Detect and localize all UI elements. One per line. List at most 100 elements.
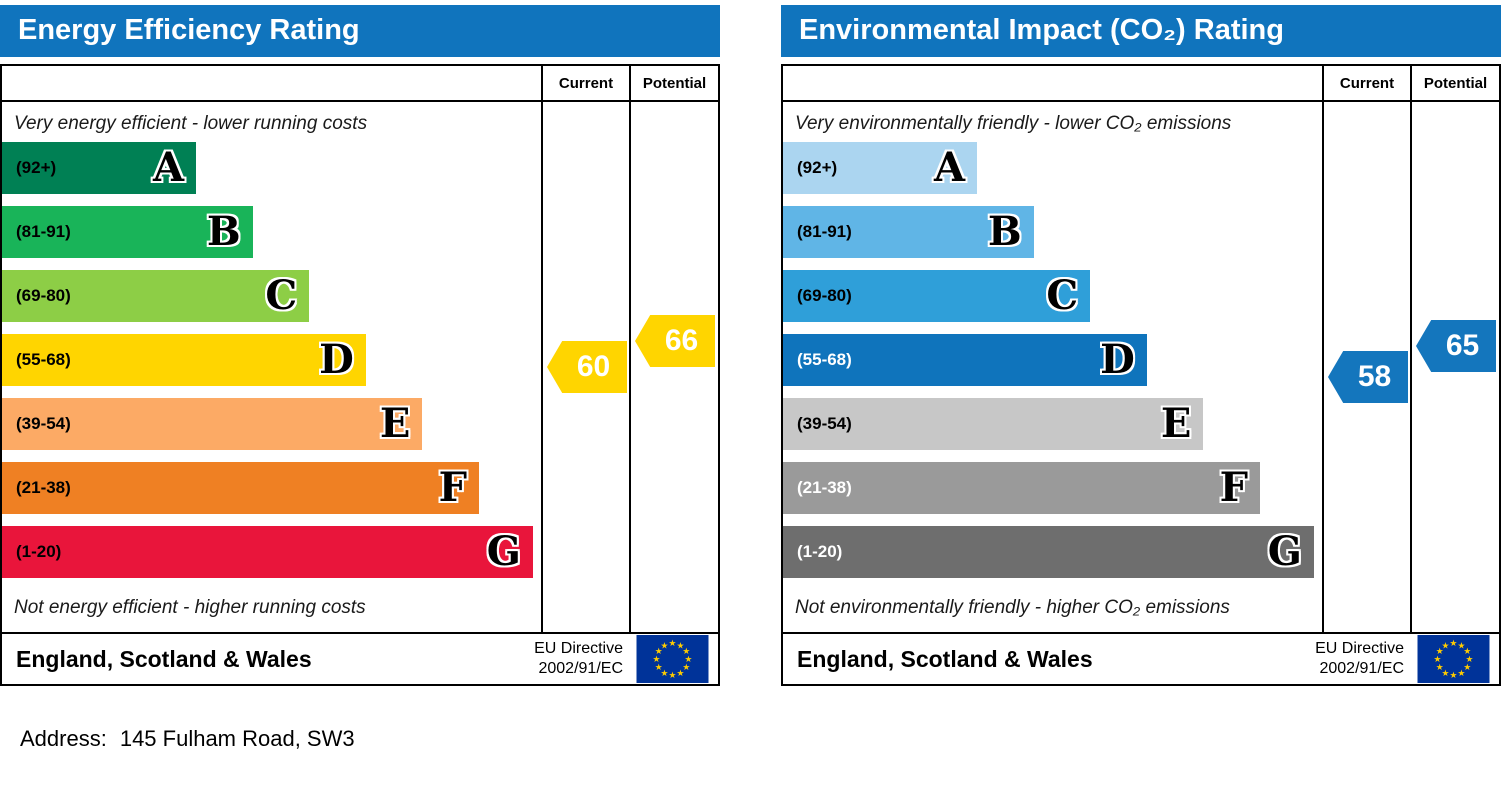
potential-column: 66 [629,102,718,632]
chart-footer: England, Scotland & Wales EU Directive 2… [783,632,1499,684]
band-letter: B [987,208,1022,255]
svg-text:★: ★ [682,647,690,657]
energy-efficiency-title: Energy Efficiency Rating [0,5,720,57]
svg-text:★: ★ [1463,663,1471,673]
current-column: 60 [541,102,629,632]
rating-band-f: (21-38) F [2,462,479,514]
band-range-label: (21-38) [16,478,71,497]
svg-text:★: ★ [655,663,663,673]
current-score-arrow: 58 [1328,351,1408,403]
svg-text:★: ★ [1466,655,1474,665]
rating-band-c: (69-80) C [2,270,310,322]
rating-panels: Energy Efficiency Rating Current Potenti… [0,5,1501,686]
svg-text:★: ★ [669,639,677,649]
potential-score-value: 65 [1445,329,1480,362]
address-label: Address: [20,726,107,751]
column-header-potential: Potential [629,66,718,102]
current-score-value: 60 [576,350,611,383]
column-header-spacer [2,66,541,102]
eu-directive-label: EU Directive 2002/91/EC [534,639,623,679]
svg-text:★: ★ [1434,655,1442,665]
potential-column: 65 [1410,102,1499,632]
svg-text:★: ★ [655,647,663,657]
address-value: 145 Fulham Road, SW3 [119,726,355,751]
svg-text:★: ★ [677,641,685,651]
column-header-current: Current [541,66,629,102]
svg-text:★: ★ [653,655,661,665]
band-letter: E [379,400,411,447]
top-note: Very environmentally friendly - lower CO… [795,113,1232,134]
band-letter: F [438,464,467,511]
band-letter: F [1219,464,1248,511]
environmental-impact-panel: Environmental Impact (CO₂) Rating Curren… [781,5,1501,686]
svg-text:★: ★ [1436,647,1444,657]
environmental-impact-chart: Current Potential Very environmentally f… [781,64,1501,686]
band-letter: E [1160,400,1192,447]
band-range-label: (1-20) [16,542,62,561]
energy-efficiency-chart: Current Potential Very energy efficient … [0,64,720,686]
band-letter: A [152,144,185,191]
column-header-current: Current [1322,66,1410,102]
rating-band-g: (1-20) G [2,526,533,578]
potential-score-arrow: 66 [635,315,715,367]
current-score-arrow: 60 [547,341,627,393]
rating-band-a: (92+) A [2,142,197,194]
rating-band-d: (55-68) D [783,334,1147,386]
rating-band-f: (21-38) F [783,462,1260,514]
rating-band-c: (69-80) C [783,270,1091,322]
svg-text:★: ★ [1458,641,1466,651]
current-column: 58 [1322,102,1410,632]
svg-text:★: ★ [1450,639,1458,649]
band-range-label: (92+) [16,158,57,177]
rating-band-a: (92+) A [783,142,978,194]
bottom-note: Not energy efficient - higher running co… [14,597,366,618]
environmental-impact-title: Environmental Impact (CO₂) Rating [781,5,1501,57]
band-letter: G [486,528,521,575]
band-letter: B [206,208,241,255]
svg-text:★: ★ [669,671,677,681]
svg-text:★: ★ [1458,669,1466,679]
energy-efficiency-panel: Energy Efficiency Rating Current Potenti… [0,5,720,686]
band-range-label: (55-68) [797,350,852,369]
band-range-label: (55-68) [16,350,71,369]
rating-band-e: (39-54) E [2,398,423,450]
footer-region-label: England, Scotland & Wales [16,645,312,672]
svg-text:★: ★ [677,669,685,679]
band-letter: C [265,272,298,319]
svg-text:★: ★ [1450,671,1458,681]
eu-directive-label: EU Directive 2002/91/EC [1315,639,1404,679]
chart-footer: England, Scotland & Wales EU Directive 2… [2,632,718,684]
band-range-label: (81-91) [797,222,852,241]
bands-area: Very environmentally friendly - lower CO… [783,102,1322,632]
eu-flag-icon: ★ ★★ ★★★ ★★★ ★★★ [636,635,709,683]
rating-band-d: (55-68) D [2,334,366,386]
eu-directive-line2: 2002/91/EC [1319,660,1404,677]
rating-band-b: (81-91) B [783,206,1034,258]
band-letter: D [319,336,354,383]
band-range-label: (69-80) [16,286,71,305]
svg-text:★: ★ [661,641,669,651]
band-range-label: (69-80) [797,286,852,305]
band-letter: A [933,144,966,191]
rating-band-e: (39-54) E [783,398,1204,450]
svg-text:★: ★ [661,669,669,679]
potential-score-value: 66 [664,324,699,357]
svg-text:★: ★ [682,663,690,673]
eu-flag-icon: ★ ★★ ★★★ ★★★ ★★★ [1417,635,1490,683]
current-score-value: 58 [1357,360,1392,393]
band-letter: D [1100,336,1135,383]
band-letter: G [1267,528,1302,575]
svg-text:★: ★ [1442,641,1450,651]
band-range-label: (92+) [797,158,838,177]
bands-area: Very energy efficient - lower running co… [2,102,541,632]
band-range-label: (39-54) [16,414,71,433]
rating-band-b: (81-91) B [2,206,253,258]
band-range-label: (21-38) [797,478,852,497]
column-header-spacer [783,66,1322,102]
rating-band-g: (1-20) G [783,526,1314,578]
potential-score-arrow: 65 [1416,320,1496,372]
band-range-label: (1-20) [797,542,843,561]
column-header-potential: Potential [1410,66,1499,102]
svg-text:★: ★ [1442,669,1450,679]
